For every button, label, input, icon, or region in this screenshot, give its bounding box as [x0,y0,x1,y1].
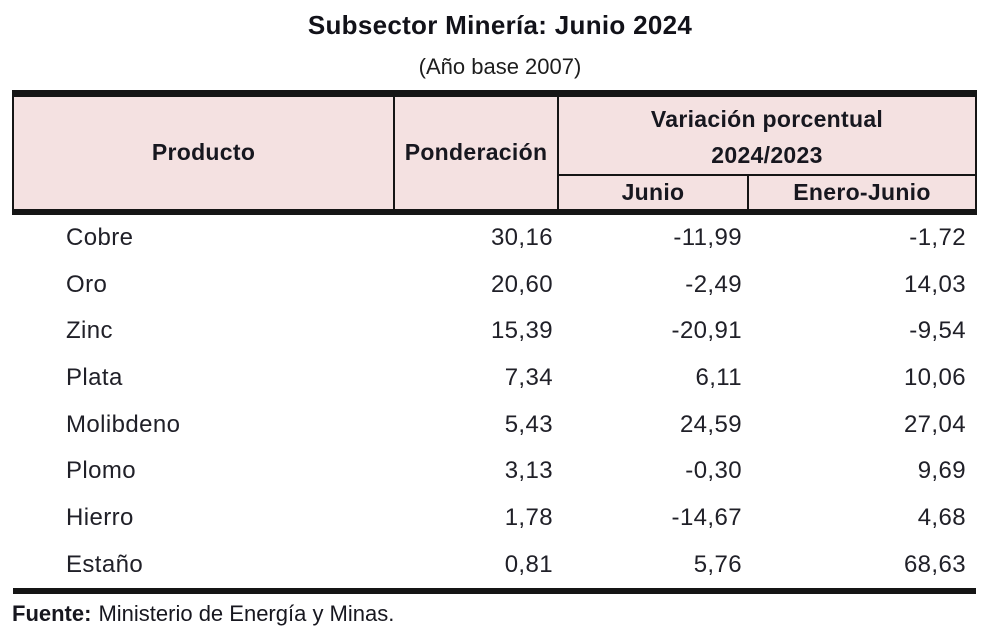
table-row: Zinc 15,39 -20,91 -9,54 [13,307,976,355]
table-row: Cobre 30,16 -11,99 -1,72 [13,211,976,262]
cell-ponderacion: 1,78 [394,494,558,542]
cell-enero-junio: -9,54 [748,307,976,355]
cell-producto: Molibdeno [13,401,394,448]
cell-producto: Oro [13,261,394,308]
table-row: Plata 7,34 6,11 10,06 [13,354,976,402]
source-text: Ministerio de Energía y Minas. [98,601,395,626]
cell-enero-junio: -1,72 [748,211,976,262]
cell-producto: Plata [13,354,394,402]
column-header-enero-junio: Enero-Junio [748,174,977,215]
cell-junio: 6,11 [558,354,748,402]
cell-junio: -0,30 [558,447,748,495]
table-body: Cobre 30,16 -11,99 -1,72 Oro 20,60 -2,49… [13,211,976,591]
cell-producto: Estaño [13,541,394,591]
table-row: Hierro 1,78 -14,67 4,68 [13,494,976,542]
table-row: Oro 20,60 -2,49 14,03 [13,261,976,308]
source-label: Fuente: [12,601,92,626]
cell-ponderacion: 5,43 [394,401,558,448]
cell-junio: -11,99 [558,211,748,262]
cell-ponderacion: 15,39 [394,307,558,355]
cell-junio: -14,67 [558,494,748,542]
cell-producto: Hierro [13,494,394,542]
cell-enero-junio: 10,06 [748,354,976,402]
table-row: Plomo 3,13 -0,30 9,69 [13,447,976,495]
cell-ponderacion: 0,81 [394,541,558,591]
source-note: Fuente: Ministerio de Energía y Minas. [12,601,1000,627]
cell-ponderacion: 30,16 [394,211,558,262]
cell-ponderacion: 7,34 [394,354,558,402]
cell-junio: -20,91 [558,307,748,355]
cell-enero-junio: 4,68 [748,494,976,542]
cell-junio: 5,76 [558,541,748,591]
cell-enero-junio: 68,63 [748,541,976,591]
cell-enero-junio: 14,03 [748,261,976,308]
cell-producto: Plomo [13,447,394,495]
group-header-line1: Variación porcentual [650,106,884,133]
cell-junio: -2,49 [558,261,748,308]
cell-producto: Zinc [13,307,394,355]
cell-ponderacion: 3,13 [394,447,558,495]
table-row: Molibdeno 5,43 24,59 27,04 [13,401,976,448]
cell-enero-junio: 9,69 [748,447,976,495]
table-row: Estaño 0,81 5,76 68,63 [13,541,976,591]
column-group-header-variacion: Variación porcentual 2024/2023 [558,93,977,176]
cell-junio: 24,59 [558,401,748,448]
page-subtitle: (Año base 2007) [418,54,582,79]
page-title: Subsector Minería: Junio 2024 [307,10,693,40]
mining-variation-table: Producto Ponderación Variación porcentua… [12,90,977,594]
group-header-line2: 2024/2023 [711,142,823,169]
cell-producto: Cobre [13,211,394,262]
column-header-producto: Producto [12,93,395,215]
column-header-junio: Junio [558,174,749,215]
table-header: Producto Ponderación Variación porcentua… [12,93,977,215]
column-header-ponderacion: Ponderación [394,93,559,215]
cell-enero-junio: 27,04 [748,401,976,448]
cell-ponderacion: 20,60 [394,261,558,308]
